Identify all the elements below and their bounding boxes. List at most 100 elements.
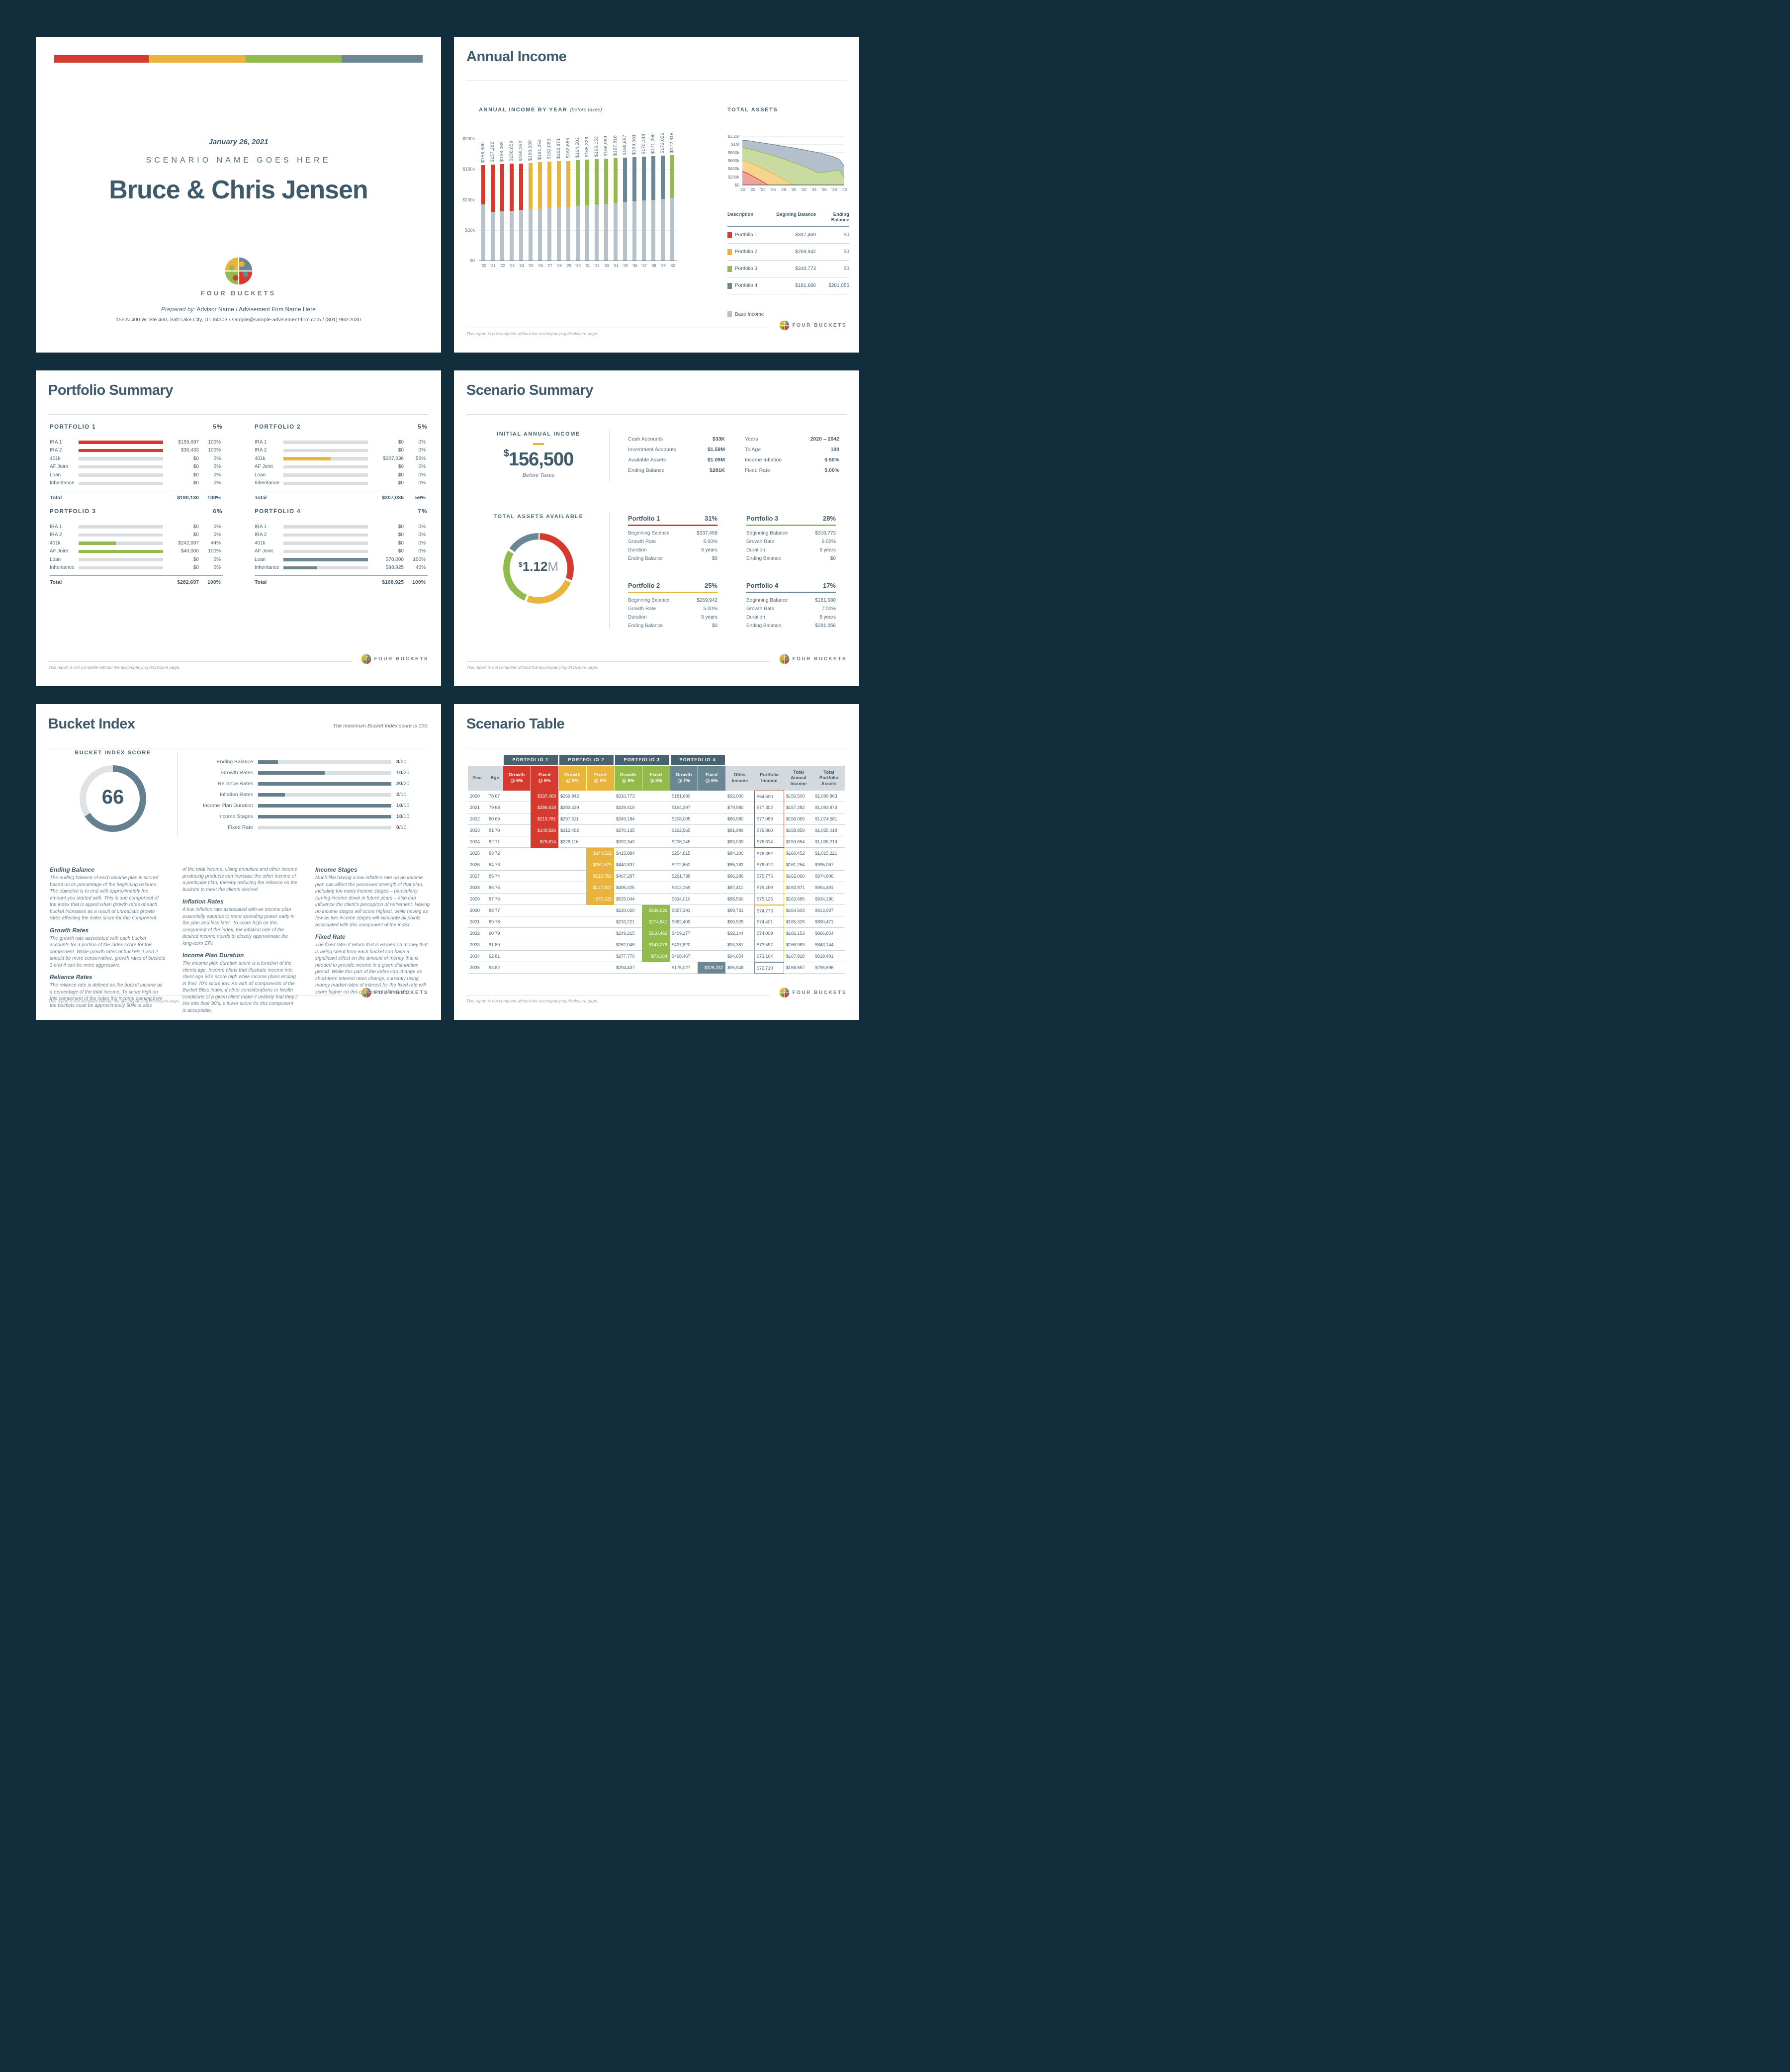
score-bar-fill (258, 782, 391, 786)
cell-value: $220,020 (614, 905, 642, 916)
cell-value: $437,820 (670, 939, 698, 951)
allocation-bar (283, 457, 368, 460)
cell-value (503, 836, 531, 848)
total-label: Total (255, 579, 267, 585)
assets-x-tick: ‘20 (739, 187, 745, 192)
bar-‘32: $166,153 (592, 136, 602, 261)
portfolio-row-ira-1: IRA 1 $0 0% (50, 523, 223, 531)
cell-value (531, 939, 558, 951)
cell-value (503, 871, 531, 882)
x-tick: ‘31 (585, 264, 590, 268)
cell-value: $297,611 (558, 813, 586, 825)
band-spacer (468, 755, 487, 765)
legend-header-cell: Begining Balance (776, 212, 816, 217)
header-age: Age (487, 766, 503, 791)
cell-value: $79,980 (725, 802, 754, 813)
x-tick: ‘23 (509, 264, 515, 268)
cell-value: $415,884 (614, 848, 642, 859)
account-value: $159,697 (178, 439, 199, 445)
total-label: Total (50, 495, 62, 501)
bar-portfolio-segment (491, 165, 495, 212)
stat-value: 100 (830, 447, 839, 452)
legend-begin-balance: $269,942 (795, 249, 816, 255)
total-value: $282,697 (177, 579, 199, 585)
cell-value: $77,302 (754, 802, 784, 813)
header-growth-yellow: Growth @ 5% (558, 766, 586, 791)
detail-row: Beginning Balance $310,773 (746, 529, 836, 538)
cell-value: $286,618 (531, 802, 558, 813)
x-tick: ‘37 (641, 264, 647, 268)
score-row-inflation-rates: Inflation Rates 2/10 (183, 792, 407, 798)
cell-value (503, 894, 531, 905)
assets-x-tick: ‘28 (780, 187, 786, 192)
cell-value: $94,654 (725, 951, 754, 962)
score-row-ending-balance: Ending Balance 3/20 (183, 759, 406, 765)
portfolio-row-loan: Loan $0 0% (50, 555, 223, 564)
before-taxes-label: Before Taxes (522, 472, 555, 478)
detail-value: $0 (712, 556, 717, 561)
cell-value: $277,770 (614, 951, 642, 962)
cell-value: $409,177 (670, 928, 698, 939)
cell-year: 2030 (468, 905, 487, 916)
bar-‘36: $169,501 (630, 134, 639, 261)
table-row-2028: 2028 86 75 $147,007 $495,325 $312,159 $87,411… (468, 882, 845, 894)
cell-value: $88,560 (725, 894, 754, 905)
header-tpa: Total Portfolio Assets (813, 766, 845, 791)
bar-portfolio-segment (566, 161, 570, 207)
definition-heading: Income Plan Duration (182, 952, 244, 959)
account-label: AF Joint (50, 464, 68, 470)
max-score-note: The maximum Bucket Index score is 100. (333, 723, 429, 729)
detail-row: Growth Rate 7.00% (746, 605, 836, 613)
x-tick: ‘40 (670, 264, 675, 268)
cell-value (698, 802, 725, 813)
divider (609, 429, 610, 481)
detail-row: Beginning Balance $269,942 (628, 596, 717, 605)
bar-portfolio-segment (481, 165, 485, 205)
page-portfolio-summary: Portfolio Summary PORTFOLIO 1 5% IRA 1 $159… (36, 370, 441, 686)
total-divider (50, 575, 223, 576)
table-row-2026: 2026 84 73 $281,579 $440,837 $272,652 $85,182… (468, 859, 845, 871)
table-row-2029: 2029 87 76 $75,125 $525,044 $334,010 $88,560 $… (468, 894, 845, 905)
stat-value: $33K (712, 436, 725, 442)
bar-‘35: $168,657 (621, 135, 630, 261)
cell-value (531, 848, 558, 859)
detail-value: $337,469 (697, 531, 717, 536)
account-label: Loan (50, 472, 61, 478)
cell-value (642, 836, 670, 848)
bar-‘39: $172,056 (658, 133, 668, 261)
cell-year: 2022 (468, 813, 487, 825)
header-growth-slate: Growth @ 7% (670, 766, 698, 791)
stat-to-age: To Age 100 (745, 447, 839, 452)
portfolio-row-ira-1: IRA 1 $159,697 100% (50, 438, 223, 447)
bar-base-income-segment (529, 209, 533, 261)
bar-‘25: $160,039 (526, 140, 536, 261)
portfolio-row-401k: 401k $307,036 56% (255, 454, 428, 463)
account-pct: 0% (418, 448, 426, 453)
allocation-bar-fill (283, 558, 368, 561)
bar-portfolio-segment (585, 160, 589, 205)
portfolio-name: Portfolio 4 (746, 582, 779, 589)
assets-y-tick: $0 (734, 182, 739, 187)
definition-heading: Fixed Rate (315, 933, 346, 941)
band-portfolio-4: PORTFOLIO 4 (670, 755, 725, 765)
cell-value (698, 916, 725, 928)
cell-value: $1,099,863 (813, 791, 845, 802)
bar-portfolio-segment (510, 164, 514, 211)
cell-value (698, 836, 725, 848)
allocation-bar (79, 473, 163, 477)
account-value: $0 (193, 472, 199, 478)
bar-‘23: $158,859 (507, 141, 517, 261)
detail-label: Beginning Balance (628, 531, 670, 536)
cell-value (503, 859, 531, 871)
account-pct: 0% (213, 532, 221, 538)
legend-row-portfolio-1: Portfolio 1 $337,469 $0 (727, 227, 849, 244)
detail-row: Ending Balance $281,056 (746, 622, 836, 630)
cell-value (531, 871, 558, 882)
account-label: IRA 2 (50, 532, 62, 538)
detail-row: Ending Balance $0 (628, 622, 717, 630)
cell-value: $238,145 (670, 836, 698, 848)
portfolio-total-row: Total $168,925 100% (255, 579, 428, 585)
cover-bar-segment-yellow (149, 55, 246, 63)
cell-value: $85,182 (725, 859, 754, 871)
legend-swatch-icon (727, 249, 732, 255)
